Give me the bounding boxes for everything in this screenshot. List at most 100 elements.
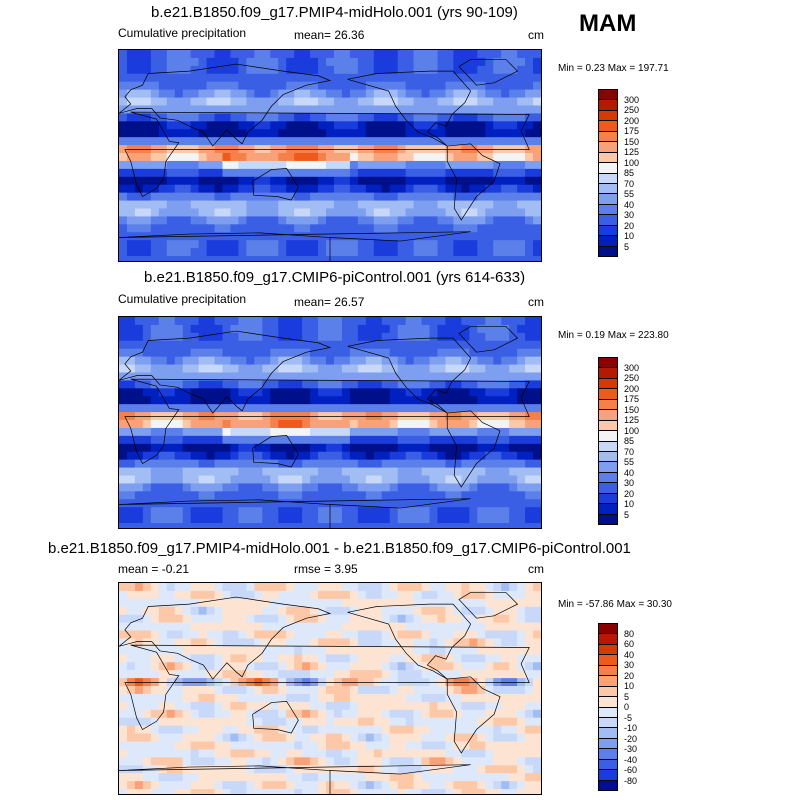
field-cell bbox=[302, 137, 311, 146]
field-cell bbox=[142, 614, 152, 624]
field-cell bbox=[166, 491, 176, 500]
field-cell bbox=[142, 491, 152, 500]
field-cell bbox=[429, 153, 438, 162]
field-cell bbox=[294, 515, 303, 524]
field-cell bbox=[150, 208, 160, 217]
field-cell bbox=[119, 483, 128, 492]
field-cell bbox=[119, 73, 128, 83]
field-cell bbox=[326, 81, 335, 91]
field-cell bbox=[254, 757, 263, 766]
field-cell bbox=[310, 372, 319, 381]
field-cell bbox=[517, 515, 526, 524]
panel-3-mean: mean = -0.21 bbox=[118, 562, 190, 576]
field-cell bbox=[326, 176, 335, 186]
field-cell bbox=[222, 789, 231, 794]
field-cell bbox=[158, 97, 168, 106]
field-cell bbox=[429, 372, 438, 381]
field-cell bbox=[381, 717, 391, 727]
field-cell bbox=[373, 606, 383, 616]
field-cell bbox=[150, 443, 160, 453]
field-cell bbox=[119, 396, 128, 405]
field-cell bbox=[461, 749, 470, 758]
field-cell bbox=[453, 598, 462, 608]
field-cell bbox=[445, 662, 454, 671]
field-cell bbox=[222, 224, 231, 233]
field-cell bbox=[278, 89, 287, 99]
colorbar-label: 85 bbox=[624, 168, 635, 178]
field-cell bbox=[501, 733, 510, 742]
field-cell bbox=[509, 427, 518, 437]
field-cell bbox=[437, 348, 446, 358]
field-cell bbox=[509, 507, 518, 516]
field-cell bbox=[174, 630, 184, 639]
field-cell bbox=[246, 216, 255, 225]
field-cell bbox=[254, 427, 263, 437]
field-cell bbox=[477, 420, 486, 429]
field-cell bbox=[230, 789, 239, 794]
field-cell bbox=[405, 356, 415, 366]
field-cell bbox=[477, 65, 486, 75]
field-cell bbox=[493, 184, 502, 194]
field-cell bbox=[286, 773, 295, 782]
field-cell bbox=[437, 388, 446, 397]
field-cell bbox=[533, 176, 541, 186]
field-cell bbox=[389, 475, 399, 484]
field-cell bbox=[214, 654, 224, 663]
field-cell bbox=[533, 57, 541, 67]
field-cell bbox=[333, 749, 343, 758]
field-cell bbox=[445, 105, 454, 114]
field-cell bbox=[453, 121, 462, 130]
field-cell bbox=[501, 73, 510, 83]
field-cell bbox=[469, 380, 478, 389]
field-cell bbox=[341, 65, 351, 75]
field-cell bbox=[461, 717, 470, 727]
field-cell bbox=[389, 340, 399, 350]
field-cell bbox=[365, 73, 375, 83]
field-cell bbox=[206, 396, 216, 405]
field-cell bbox=[461, 523, 470, 528]
field-cell bbox=[373, 317, 383, 326]
field-cell bbox=[429, 686, 438, 695]
field-cell bbox=[413, 153, 423, 162]
field-cell bbox=[222, 153, 231, 162]
field-cell bbox=[429, 717, 438, 727]
field-cell bbox=[318, 638, 327, 647]
field-cell bbox=[381, 646, 391, 655]
colorbar-swatch bbox=[599, 236, 617, 247]
field-cell bbox=[469, 686, 478, 695]
field-cell bbox=[318, 65, 327, 75]
field-cell bbox=[294, 340, 303, 350]
field-cell bbox=[405, 614, 415, 624]
field-cell bbox=[357, 65, 367, 75]
field-cell bbox=[174, 475, 184, 484]
field-cell bbox=[198, 240, 208, 249]
field-cell bbox=[477, 693, 486, 703]
field-cell bbox=[525, 57, 534, 67]
field-cell bbox=[453, 622, 462, 632]
field-cell bbox=[429, 646, 438, 655]
field-cell bbox=[270, 773, 279, 782]
colorbar-swatch bbox=[599, 100, 617, 111]
field-cell bbox=[349, 89, 359, 99]
field-cell bbox=[150, 420, 160, 429]
field-cell bbox=[365, 583, 375, 592]
field-cell bbox=[190, 137, 200, 146]
field-cell bbox=[126, 654, 136, 663]
field-cell bbox=[525, 523, 534, 528]
field-cell bbox=[182, 73, 192, 83]
field-cell bbox=[246, 121, 255, 130]
field-cell bbox=[365, 693, 375, 703]
field-cell bbox=[254, 129, 263, 138]
field-cell bbox=[214, 232, 224, 241]
panel-1-variable-label: Cumulative precipitation bbox=[118, 26, 247, 40]
field-cell bbox=[453, 184, 462, 194]
field-cell bbox=[246, 443, 255, 453]
field-cell bbox=[453, 216, 462, 225]
field-cell bbox=[525, 757, 534, 766]
field-cell bbox=[341, 606, 351, 616]
field-cell bbox=[453, 491, 462, 500]
field-cell bbox=[198, 614, 208, 624]
colorbar-label: -5 bbox=[624, 712, 633, 723]
field-cell bbox=[238, 356, 247, 366]
field-cell bbox=[429, 733, 438, 742]
